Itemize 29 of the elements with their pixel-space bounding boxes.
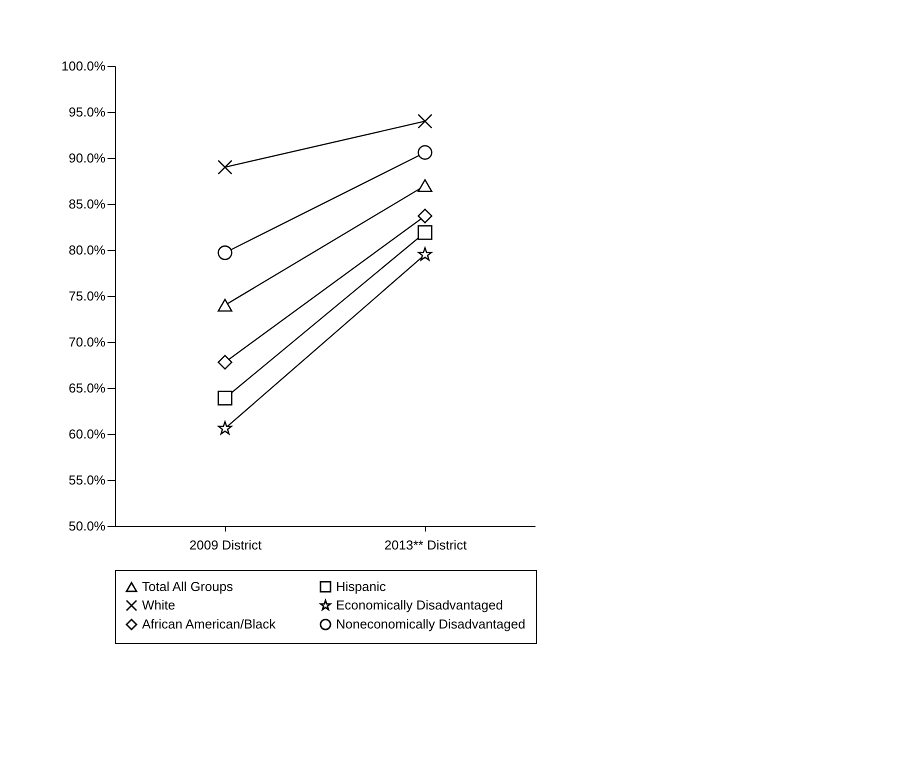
legend-label: White [142, 598, 176, 612]
legend-label: Noneconomically Disadvantaged [336, 616, 526, 632]
legend-label: Economically Disadvantaged [336, 598, 503, 612]
point [218, 160, 232, 175]
y-tick-label: 90.0% [68, 150, 106, 166]
y-tick-label: 70.0% [68, 334, 106, 350]
legend-label: Hispanic [336, 578, 386, 594]
y-tick-label: 80.0% [68, 242, 106, 258]
point [418, 225, 432, 240]
x-tick-label: 2009 District [189, 538, 262, 552]
point [218, 421, 232, 435]
y-tick-label: 55.0% [68, 472, 106, 488]
y-tick-label: 85.0% [68, 196, 106, 212]
y-tick-label: 100.0% [61, 58, 106, 74]
point [218, 245, 232, 260]
x-tick-label: 2013** District [384, 538, 468, 552]
point [218, 390, 232, 406]
y-tick-label: 50.0% [68, 518, 106, 534]
point [418, 145, 432, 160]
point [218, 354, 232, 370]
y-tick-label: 60.0% [68, 426, 106, 442]
point [418, 208, 432, 224]
point [418, 114, 432, 129]
y-tick-label: 75.0% [68, 288, 106, 304]
point [418, 247, 432, 261]
legend-label: African American/Black [142, 616, 276, 632]
y-tick-label: 95.0% [68, 104, 106, 120]
y-tick-label: 65.0% [68, 380, 106, 396]
legend-label: Total All Groups [142, 579, 234, 594]
